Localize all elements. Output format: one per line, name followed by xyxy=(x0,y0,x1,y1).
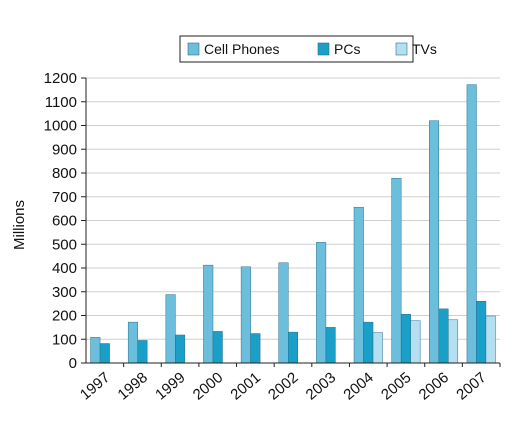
bar-cell-phones xyxy=(128,322,138,363)
x-tick-label: 1999 xyxy=(152,369,188,403)
y-tick-label: 700 xyxy=(52,189,77,206)
bar-pcs xyxy=(326,327,336,363)
bar-pcs xyxy=(213,331,223,363)
bar-cell-phones xyxy=(241,267,251,363)
x-tick-label: 1998 xyxy=(115,369,151,403)
y-tick-label: 800 xyxy=(52,165,77,182)
legend: Cell Phones PCs TVs xyxy=(180,36,437,62)
x-tick-label: 2005 xyxy=(378,369,414,403)
y-tick-label: 1000 xyxy=(44,118,77,135)
bar-cell-phones xyxy=(203,265,213,363)
legend-swatch xyxy=(188,43,199,55)
x-tick-label: 2006 xyxy=(416,369,452,403)
y-tick-label: 200 xyxy=(52,308,77,325)
y-tick-label: 0 xyxy=(69,355,77,372)
x-tick-label: 1997 xyxy=(77,369,113,403)
y-tick-label: 1100 xyxy=(45,94,77,111)
bar-pcs xyxy=(476,301,486,363)
bar-pcs xyxy=(401,314,411,363)
y-tick-label: 100 xyxy=(52,331,77,348)
bar-cell-phones xyxy=(279,263,289,363)
bar-tvs xyxy=(373,333,383,363)
legend-swatch xyxy=(396,43,407,55)
x-tick-label: 2000 xyxy=(190,369,226,403)
legend-label: TVs xyxy=(412,41,437,57)
legend-swatch xyxy=(318,43,329,55)
bar-pcs xyxy=(175,335,185,363)
bar-cell-phones xyxy=(166,295,176,363)
bars xyxy=(91,85,496,363)
bar-cell-phones xyxy=(316,242,326,363)
bar-pcs xyxy=(288,332,298,363)
bar-cell-phones xyxy=(91,337,101,363)
bar-pcs xyxy=(439,309,449,363)
bar-tvs xyxy=(448,320,458,363)
bar-pcs xyxy=(138,340,148,363)
y-axis-label: Millions xyxy=(11,200,28,250)
x-tick-label: 2002 xyxy=(265,369,301,403)
x-tick-label: 2004 xyxy=(340,369,376,403)
bar-cell-phones xyxy=(467,85,477,363)
x-tick-labels: 1997 1998 1999 2000 2001 2002 2003 2004 2005 2006… xyxy=(77,363,500,404)
y-tick-label: 1200 xyxy=(44,70,77,87)
bar-pcs xyxy=(364,322,374,363)
bar-cell-phones xyxy=(392,178,402,363)
legend-label: Cell Phones xyxy=(204,41,280,57)
legend-label: PCs xyxy=(334,41,360,57)
y-tick-label: 400 xyxy=(52,260,77,277)
bar-pcs xyxy=(251,334,261,363)
y-tick-label: 500 xyxy=(52,236,77,253)
bar-cell-phones xyxy=(429,121,439,363)
bar-tvs xyxy=(411,321,421,363)
x-tick-label: 2007 xyxy=(453,369,489,403)
bar-cell-phones xyxy=(354,207,364,363)
x-tick-label: 2003 xyxy=(303,369,339,403)
y-tick-label: 300 xyxy=(52,284,77,301)
y-tick-label: 900 xyxy=(52,141,77,158)
bar-pcs xyxy=(100,344,110,363)
y-tick-labels: 0 100 200 300 400 500 600 700 800 900 1000 1100 1200 xyxy=(44,70,86,372)
bar-tvs xyxy=(486,316,496,363)
x-tick-label: 2001 xyxy=(227,369,263,403)
y-tick-label: 600 xyxy=(52,213,77,230)
